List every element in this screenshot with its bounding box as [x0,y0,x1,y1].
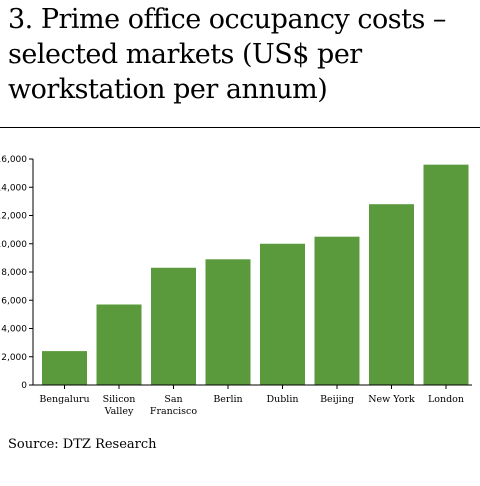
x-category-label: New York [368,394,415,405]
y-tick-label: 12,000 [0,212,27,222]
bar [96,304,142,385]
y-tick-label: 6,000 [1,296,27,306]
bar [205,259,251,385]
bar [151,267,196,385]
x-category-label: Silicon [103,394,136,405]
bar-chart: 0 2,000 4,000 6,000 8,000 10,000 12,000 14,000 1… [0,155,472,417]
bar [369,204,414,385]
x-category-label: Beijing [320,394,354,405]
y-tick-label: 16,000 [0,155,27,165]
bar [260,243,305,385]
x-category-label: Francisco [150,406,197,417]
bars [42,164,469,385]
x-category-label: Dublin [266,394,298,405]
source-note: Source: DTZ Research [8,437,157,452]
x-category-label: Bengaluru [39,394,89,405]
x-category-label: Berlin [213,394,242,405]
chart-title: 3. Prime office occupancy costs – select… [8,4,446,105]
y-tick-label: 4,000 [1,325,27,335]
y-axis: 0 2,000 4,000 6,000 8,000 10,000 12,000 14,000 1… [0,155,34,391]
title-divider [0,127,480,128]
x-category-label: Valley [104,406,134,417]
y-tick-label: 10,000 [0,240,27,250]
y-tick-label: 2,000 [1,353,27,363]
x-category-label: San [164,394,182,405]
y-tick-label: 14,000 [0,183,27,193]
bar [42,351,87,385]
y-tick-label: 0 [21,381,27,391]
x-category-label: London [428,394,464,405]
bar [423,164,469,385]
bar [314,236,360,385]
y-tick-label: 8,000 [1,268,27,278]
